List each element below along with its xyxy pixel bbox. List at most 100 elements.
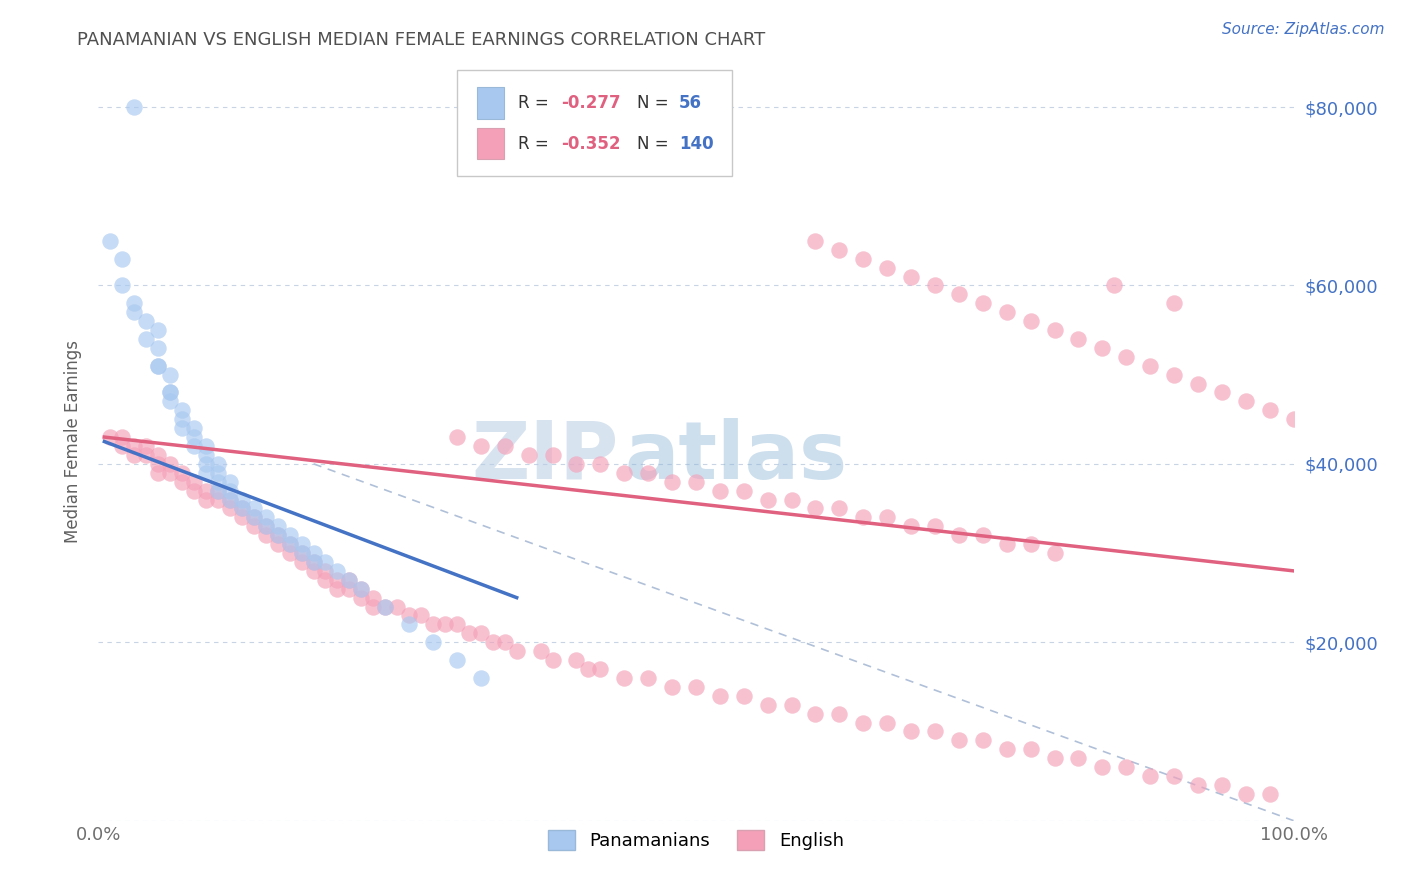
Text: atlas: atlas [624,417,848,496]
Point [385,599,409,614]
Point [661,680,683,694]
Text: -0.277: -0.277 [561,94,620,112]
Point [709,483,731,498]
Point [231,510,253,524]
Point [243,519,266,533]
Point [637,671,659,685]
Point [828,501,851,516]
Point [219,492,242,507]
Point [231,501,253,516]
Point [172,412,194,426]
Point [159,457,181,471]
Point [1187,376,1209,391]
Point [1258,787,1281,801]
Point [374,599,396,614]
Point [948,287,970,301]
Point [243,510,266,524]
Point [1019,742,1042,756]
Point [291,546,314,560]
Point [302,555,325,569]
Point [231,501,253,516]
Point [135,332,157,346]
Point [219,475,242,489]
Point [1115,350,1137,364]
Point [135,314,157,328]
Point [98,234,122,248]
Point [315,555,337,569]
Point [124,296,146,310]
Point [124,439,146,453]
Point [374,599,396,614]
Point [1067,332,1090,346]
Point [207,483,229,498]
Point [159,385,181,400]
Point [1234,394,1257,409]
Point [804,234,827,248]
Point [231,492,253,507]
Point [1163,368,1185,382]
Text: R =: R = [517,94,554,112]
Point [291,546,314,560]
Point [494,635,516,649]
Point [291,555,314,569]
Point [1019,314,1042,328]
Point [267,537,290,551]
Point [482,635,505,649]
Point [398,608,420,623]
FancyBboxPatch shape [477,128,503,160]
Text: -0.352: -0.352 [561,135,620,153]
Point [350,591,373,605]
Point [278,546,301,560]
Point [446,430,468,444]
Point [219,492,242,507]
Point [302,546,325,560]
Point [111,278,134,293]
Point [541,448,564,462]
Point [172,421,194,435]
Point [876,715,898,730]
Point [1104,278,1126,293]
Point [124,448,146,462]
Point [195,457,218,471]
FancyBboxPatch shape [477,87,503,119]
Point [756,492,779,507]
Point [804,706,827,721]
Point [422,617,444,632]
Point [183,475,205,489]
Point [172,403,194,417]
Point [148,341,170,355]
Point [852,510,875,524]
Point [183,430,205,444]
Point [302,564,325,578]
Point [458,626,481,640]
Text: N =: N = [637,94,675,112]
Point [207,457,229,471]
Point [924,724,946,739]
Point [1115,760,1137,774]
Point [124,305,146,319]
Text: 56: 56 [679,94,702,112]
Point [183,439,205,453]
Text: N =: N = [637,135,675,153]
Point [1139,769,1161,783]
Point [685,680,707,694]
Point [219,483,242,498]
Point [1019,537,1042,551]
Point [267,528,290,542]
Point [339,573,361,587]
Point [470,439,492,453]
Point [589,662,612,676]
Point [1211,385,1233,400]
Point [278,537,301,551]
Point [1187,778,1209,792]
Point [159,466,181,480]
Point [350,582,373,596]
Point [446,617,468,632]
Point [219,501,242,516]
Point [1091,341,1114,355]
Point [900,269,922,284]
Point [995,537,1018,551]
Point [398,617,420,632]
Point [470,626,492,640]
Point [98,430,122,444]
